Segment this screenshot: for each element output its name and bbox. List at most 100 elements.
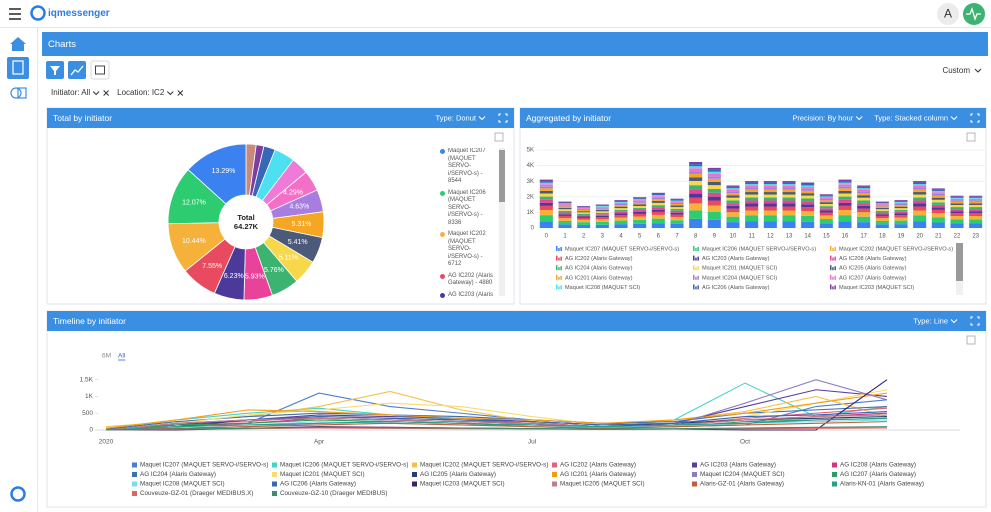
legend-label[interactable]: AG IC201 (Alaris Gateway) <box>565 275 633 281</box>
legend-marker <box>834 256 836 261</box>
reports-icon[interactable] <box>10 87 27 99</box>
bar-segment <box>782 187 796 190</box>
legend-label[interactable]: AG IC206 (Alaris Gateway) <box>280 481 356 488</box>
bar-segment <box>577 209 591 210</box>
legend-label[interactable]: Maquet IC208 (MAQUET SCI) <box>140 481 225 488</box>
legend-label[interactable]: AG IC204 (Alaris Gateway) <box>140 471 216 478</box>
legend-label[interactable]: Maquet IC202 (MAQUET SERVO-i/SERVO-s) <box>839 246 953 252</box>
bar-segment <box>931 204 945 208</box>
legend-scroll-thumb[interactable] <box>956 243 963 281</box>
bar-segment <box>651 195 665 197</box>
filter-remove[interactable] <box>103 90 109 96</box>
legend-label[interactable]: Maquet IC203 (MAQUET SCI) <box>839 285 914 291</box>
legend-label[interactable]: AG IC203 (Alaris Gateway) <box>700 462 776 469</box>
bar-segment <box>801 198 815 202</box>
expand-button[interactable] <box>498 113 508 123</box>
legend-label[interactable]: AG IC208 (Alaris Gateway) <box>839 256 907 262</box>
legend-label[interactable]: Maquet IC204 (MAQUET SCI) <box>700 471 785 478</box>
legend-label[interactable]: Maquet IC203 (MAQUET SCI) <box>420 481 505 488</box>
bar-segment <box>726 203 740 206</box>
bar-segment <box>689 210 703 219</box>
bar-segment <box>857 216 871 223</box>
table-view-button[interactable] <box>90 60 110 80</box>
legend-label[interactable]: AG IC207 (Alaris Gateway) <box>840 471 916 478</box>
x-tick-label: 22 <box>954 234 961 240</box>
legend-item[interactable]: AG IC202 (Alaris Gateway) - 4880 <box>440 273 496 288</box>
legend-label[interactable]: Alaris-GZ-01 (Alaris Gateway) <box>700 481 784 488</box>
filter-chip[interactable]: Initiator: All <box>51 88 90 97</box>
slice-label: 5.41% <box>288 239 308 246</box>
control-chevron <box>478 116 486 121</box>
legend-label[interactable]: AG IC201 (Alaris Gateway) <box>560 471 636 478</box>
legend-label[interactable]: Maquet IC207 (MAQUET SERVO-i/SERVO-s) <box>565 246 679 252</box>
menu-icon[interactable] <box>966 335 976 345</box>
filter-chip[interactable]: Location: IC2 <box>117 88 165 97</box>
legend-marker <box>552 462 557 468</box>
legend-label[interactable]: Maquet IC201 (MAQUET SCI) <box>702 266 777 272</box>
legend-label[interactable]: Maquet IC206 (MAQUET SERVO-i/SERVO-s) <box>280 462 408 469</box>
bar-segment <box>633 208 647 210</box>
legend-label[interactable]: AG IC204 (Alaris Gateway) <box>565 266 633 272</box>
legend-label[interactable]: AG IC206 (Alaris Gateway) <box>702 285 770 291</box>
bar-segment <box>577 208 591 210</box>
filter-remove[interactable] <box>177 90 184 96</box>
panel-control[interactable]: Type: Donut <box>436 113 477 122</box>
legend-label[interactable]: Maquet IC201 (MAQUET SCI) <box>280 471 365 478</box>
view-selector[interactable]: Custom <box>942 66 970 75</box>
panel-control[interactable]: Type: Line <box>913 316 948 325</box>
legend-scroll-thumb[interactable] <box>499 150 505 202</box>
legend-label[interactable]: Maquet IC202 (MAQUET SERVO-i/SERVO-s) <box>420 462 548 469</box>
x-tick-label: 0 <box>545 234 549 240</box>
bar-segment <box>651 201 665 203</box>
legend-text: Maquet IC206 (MAQUET SERVO-i/SERVO-s) - … <box>448 189 486 226</box>
legend-label[interactable]: Alaris-KN-01 (Alaris Gateway) <box>840 481 924 488</box>
legend-marker <box>132 472 137 477</box>
legend-marker <box>552 472 557 477</box>
legend-label[interactable]: Maquet IC204 (MAQUET SCI) <box>702 275 777 281</box>
bar-segment <box>801 188 815 191</box>
legend-label[interactable]: Couveuze-GZ-01 (Draeger MEDIBUS.X) <box>140 490 253 497</box>
panel-control[interactable]: Type: Stacked column <box>874 113 948 122</box>
legend-label[interactable]: Maquet IC205 (MAQUET SCI) <box>560 481 645 488</box>
legend-marker <box>692 462 697 468</box>
bar-segment <box>707 205 721 213</box>
bar-segment <box>819 197 833 199</box>
chart-view-button[interactable] <box>68 61 86 79</box>
legend-marker <box>693 246 695 251</box>
legend-label[interactable]: AG IC202 (Alaris Gateway) <box>560 462 636 469</box>
bar-segment <box>838 205 852 210</box>
legend-label[interactable]: Couveuze-GZ-10 (Draeger MEDIBUS) <box>280 490 387 497</box>
expand-button[interactable] <box>970 316 980 326</box>
legend-label[interactable]: AG IC205 (Alaris Gateway) <box>420 471 496 478</box>
bar-segment <box>745 189 759 193</box>
legend-item[interactable]: Maquet IC206 (MAQUET SERVO-i/SERVO-s) - … <box>440 190 496 228</box>
bar-segment <box>633 213 647 217</box>
avatar[interactable] <box>937 3 959 25</box>
legend-label[interactable]: Maquet IC206 (MAQUET SERVO-i/SERVO-s) <box>702 246 816 252</box>
legend-item[interactable]: AG IC203 (Alaris Gateway) - 4003 <box>440 292 496 299</box>
bar-segment <box>539 181 553 183</box>
legend-item[interactable]: Maquet IC202 (MAQUET SERVO-i/SERVO-s) - … <box>440 231 496 269</box>
slice-label: 5.93% <box>245 274 265 281</box>
zoom-button[interactable]: All <box>118 353 126 360</box>
menu-button[interactable] <box>9 8 21 20</box>
bar-segment <box>689 177 703 181</box>
legend-marker <box>830 246 832 251</box>
legend-label[interactable]: Maquet IC207 (MAQUET SERVO-i/SERVO-s) <box>140 462 268 469</box>
charts-nav-active[interactable] <box>7 57 29 79</box>
legend-label[interactable]: AG IC202 (Alaris Gateway) <box>565 256 633 262</box>
expand-button[interactable] <box>970 113 980 123</box>
y-tick-label: 1.5K <box>80 376 94 383</box>
legend-label[interactable]: AG IC205 (Alaris Gateway) <box>839 266 907 272</box>
zoom-button[interactable]: 6M <box>102 353 111 360</box>
menu-icon[interactable] <box>494 132 504 142</box>
home-icon[interactable] <box>10 37 26 51</box>
legend-label[interactable]: AG IC203 (Alaris Gateway) <box>702 256 770 262</box>
panel-control[interactable]: Precision: By hour <box>792 113 853 122</box>
legend-label[interactable]: AG IC207 (Alaris Gateway) <box>839 275 907 281</box>
legend-label[interactable]: Maquet IC208 (MAQUET SCI) <box>565 285 640 291</box>
bar-segment <box>763 215 777 222</box>
menu-icon[interactable] <box>966 132 976 142</box>
legend-label[interactable]: AG IC208 (Alaris Gateway) <box>840 462 916 469</box>
legend-item[interactable]: Maquet IC207 (MAQUET SERVO-i/SERVO-s) - … <box>440 148 496 186</box>
